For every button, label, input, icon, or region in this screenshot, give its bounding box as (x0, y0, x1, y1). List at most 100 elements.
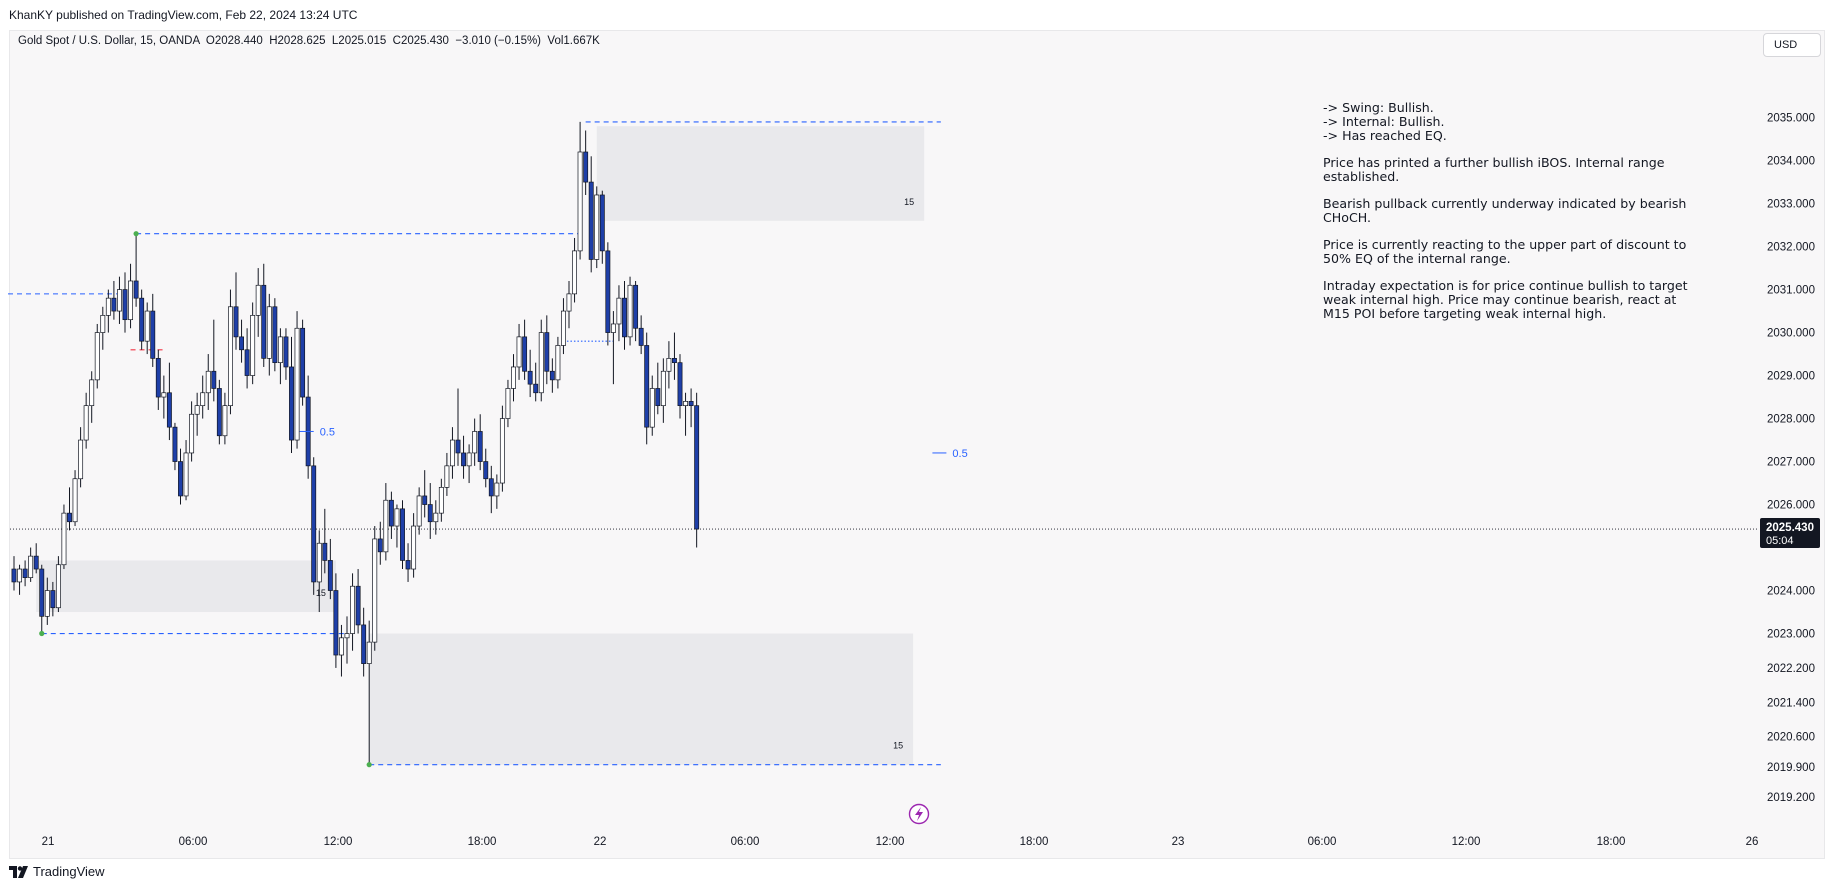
bull-candle-body (222, 405, 228, 437)
bear-candle-body (233, 306, 239, 338)
bull-candle-body (17, 568, 23, 583)
time-tick-label: 06:00 (179, 836, 208, 848)
zones-layer: 15 15 15 (36, 126, 925, 765)
currency-button[interactable]: USD (1763, 33, 1821, 57)
bear-candle-body (155, 358, 161, 398)
candle (344, 616, 350, 664)
bear-candle-body (111, 297, 117, 312)
bear-candle-body (139, 297, 145, 342)
bull-candle-body (572, 250, 578, 295)
candle (339, 624, 344, 677)
candle (316, 530, 322, 613)
bear-candle-body (244, 349, 250, 376)
candle (361, 607, 367, 677)
bull-candle-body (499, 418, 505, 484)
bull-candle-body (228, 306, 233, 407)
bull-candle-body (105, 297, 111, 316)
price-tick-label: 2028.000 (1767, 414, 1815, 426)
candle (577, 121, 583, 260)
price-tick-label: 2023.000 (1767, 629, 1815, 641)
bull-candle-body (266, 306, 272, 359)
poi-zone (596, 126, 925, 221)
candle (466, 444, 472, 484)
bull-candle-body (438, 486, 444, 514)
eq-label: 0.5 (952, 448, 967, 460)
candle (616, 285, 622, 342)
bull-candle-body (411, 525, 417, 570)
price-tick-label: 2020.600 (1767, 732, 1815, 744)
bear-candle-body (583, 151, 589, 183)
last-price-value: 2025.430 (1766, 522, 1814, 534)
bear-candle-body (289, 366, 294, 441)
candle (433, 500, 439, 535)
bull-candle-body (594, 194, 600, 260)
price-tick-label: 2031.000 (1767, 285, 1815, 297)
bear-candle-body (522, 336, 528, 372)
candle (683, 392, 689, 436)
symbol-name[interactable]: Gold Spot / U.S. Dollar, 15, OANDA (18, 35, 200, 47)
time-tick-label: 22 (594, 836, 607, 848)
bull-candle-body (444, 465, 450, 488)
bull-candle-body (250, 315, 256, 376)
candle (189, 401, 195, 462)
time-tick-label: 18:00 (1597, 836, 1626, 848)
bull-candle-body (577, 151, 583, 252)
candle (388, 491, 394, 539)
candle (161, 375, 167, 419)
note-bullet: -> Swing: Bullish. (1323, 100, 1434, 115)
bull-candle-body (339, 637, 344, 656)
candle (394, 504, 400, 548)
candle (239, 319, 244, 363)
low-value: L2025.015 (331, 35, 387, 47)
high-value: H2028.625 (269, 35, 326, 47)
note-paragraph: Price is currently reacting to the upper… (1323, 237, 1687, 266)
candle (511, 354, 516, 402)
bull-candle-body (116, 289, 122, 312)
tradingview-logo[interactable]: TradingView (9, 864, 105, 879)
candle (516, 323, 522, 380)
candle (572, 237, 578, 303)
candle (688, 388, 694, 428)
candle (216, 379, 222, 445)
chart-frame[interactable] (9, 30, 1825, 859)
candle (89, 371, 95, 423)
bear-candle-body (694, 405, 700, 530)
candle (277, 328, 283, 385)
candle (261, 263, 267, 367)
bear-candle-body (300, 327, 306, 398)
time-tick-label: 23 (1172, 836, 1185, 848)
bull-candle-body (94, 332, 100, 381)
candles-layer (11, 121, 700, 765)
candle (605, 242, 611, 346)
candle (416, 487, 422, 535)
candle (566, 280, 572, 329)
bull-candle-body (89, 379, 95, 407)
candle (671, 332, 677, 380)
candle (133, 233, 139, 307)
lightning-icon[interactable] (908, 803, 930, 825)
bear-candle-body (39, 568, 45, 617)
bear-candle-body (327, 560, 333, 591)
candle (666, 341, 672, 389)
zone-label: 15 (316, 588, 326, 598)
bear-candle-body (677, 362, 683, 407)
candle (100, 306, 106, 350)
time-tick-label: 18:00 (468, 836, 497, 848)
candle (294, 311, 300, 449)
bull-candle-body (466, 452, 472, 467)
bear-candle-body (549, 370, 555, 381)
candle (649, 375, 655, 436)
bull-candle-body (183, 452, 189, 497)
candle (411, 513, 417, 578)
bear-candle-body (605, 250, 611, 333)
bear-candle-body (671, 358, 677, 364)
bull-candle-body (83, 405, 89, 441)
candle (438, 478, 444, 522)
bear-candle-body (483, 461, 489, 480)
candle (289, 336, 294, 453)
candle (11, 556, 17, 591)
bear-candle-body (50, 590, 56, 609)
candle (300, 319, 306, 406)
candle (422, 470, 428, 518)
